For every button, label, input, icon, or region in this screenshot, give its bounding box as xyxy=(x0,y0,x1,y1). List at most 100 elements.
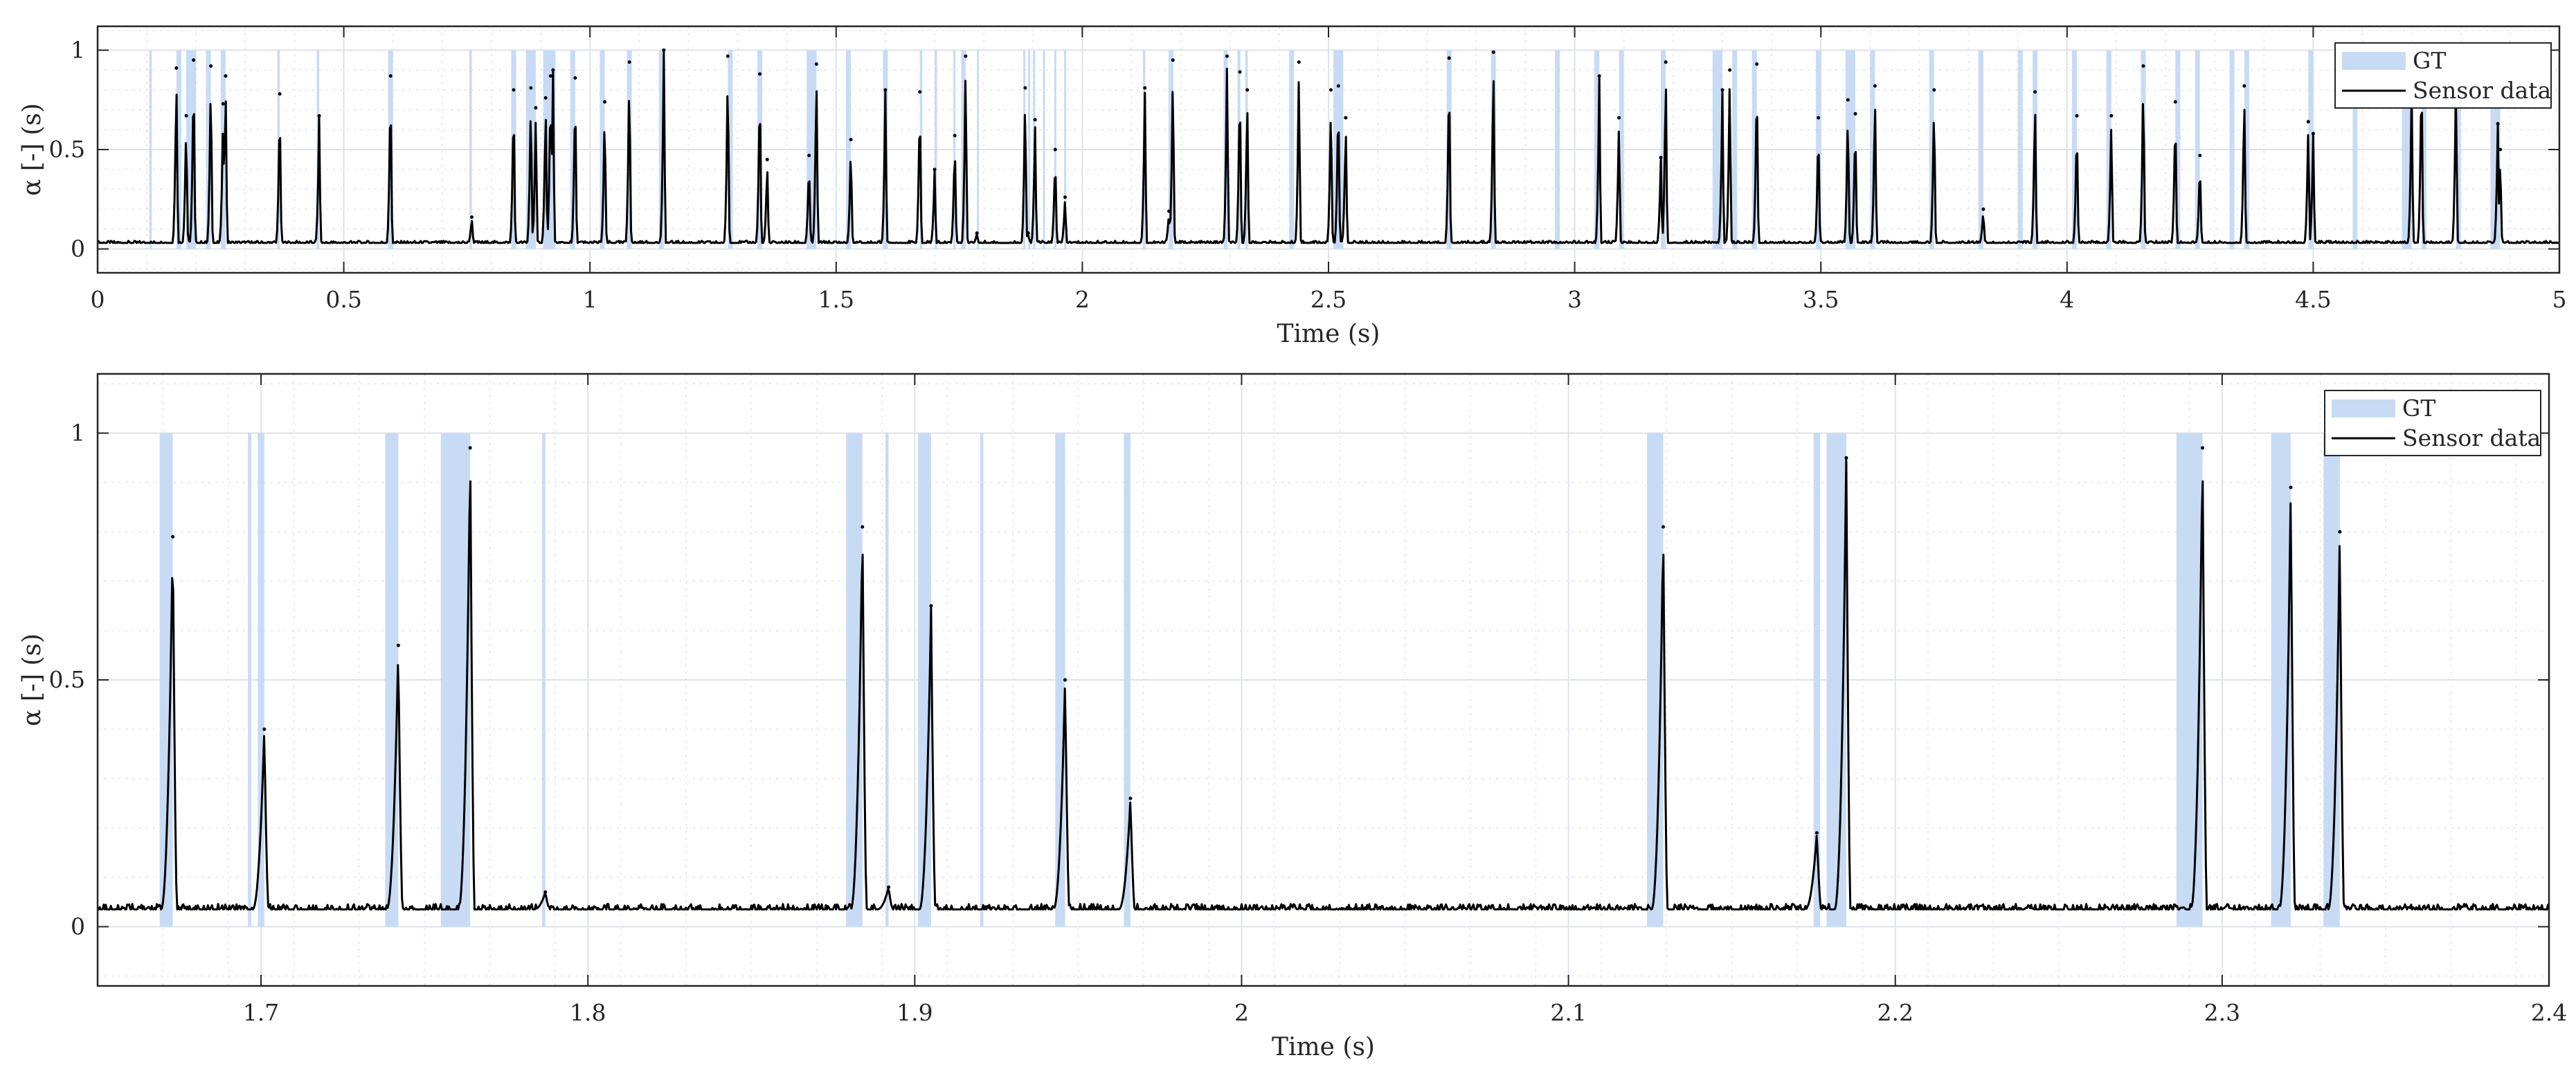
x-ticks: 1.7 1.8 1.9 2 2.1 2.2 2.3 2.4 xyxy=(243,374,2567,1026)
x-tick-label: 1.7 xyxy=(243,999,279,1026)
x-tick-label: 3 xyxy=(1567,286,1582,313)
sensor-data-peak xyxy=(470,215,474,219)
gt-interval-bar xyxy=(1028,50,1031,249)
sensor-data-peak xyxy=(2033,90,2037,94)
sensor-data-peak xyxy=(573,76,577,80)
x-axis-label: Time (s) xyxy=(1277,320,1380,348)
sensor-data-series xyxy=(98,48,2559,244)
sensor-data-peak xyxy=(512,88,516,92)
sensor-data-peak xyxy=(1659,155,1663,159)
gt-interval-bar xyxy=(1043,50,1045,249)
gt-interval-bar xyxy=(149,50,152,249)
sensor-data-line xyxy=(98,49,2559,244)
sensor-data-peak xyxy=(1720,88,1724,92)
gt-interval-bar xyxy=(2456,50,2461,249)
sensor-data-peak xyxy=(1238,70,1242,74)
sensor-data-peak xyxy=(529,86,533,90)
y-tick-label: 0.5 xyxy=(49,666,85,693)
gt-interval-bar xyxy=(469,50,472,249)
sensor-data-peak xyxy=(2311,132,2315,136)
gt-interval-bar xyxy=(1289,50,1295,249)
sensor-data-peak xyxy=(2496,122,2500,126)
sensor-data-peak xyxy=(1617,116,1621,120)
gt-interval-bar xyxy=(1619,50,1624,249)
y-axis-label: α [-] (s) xyxy=(18,103,46,196)
x-tick-label: 4 xyxy=(2060,286,2074,313)
x-tick-label: 1.5 xyxy=(818,286,854,313)
gt-interval-bar xyxy=(885,433,889,927)
x-tick-label: 1 xyxy=(583,286,597,313)
gt-interval-bar xyxy=(2229,50,2235,249)
y-ticks: 00.51 xyxy=(49,36,2559,262)
sensor-data-peak xyxy=(1336,84,1340,88)
sensor-data-peak xyxy=(627,60,631,64)
gt-interval-bar xyxy=(176,50,181,249)
sensor-data-peak xyxy=(543,96,548,100)
sensor-data-peak xyxy=(1128,796,1133,800)
sensor-data-peak xyxy=(468,446,472,450)
sensor-data-peak xyxy=(1932,88,1936,92)
gt-interval-bar xyxy=(1929,50,1934,249)
x-axis-label: Time (s) xyxy=(1272,1033,1375,1061)
gt-interval-bar xyxy=(935,50,937,249)
gt-interval-bar xyxy=(248,433,251,927)
y-tick-label: 1 xyxy=(71,36,85,63)
sensor-data-peak xyxy=(224,74,228,78)
x-tick-label: 2.3 xyxy=(2204,999,2240,1026)
sensor-data-peak xyxy=(174,66,179,70)
gt-interval-bar xyxy=(846,50,852,249)
sensor-data-peak xyxy=(1981,207,1985,211)
gt-interval-bar xyxy=(1813,433,1821,927)
gt-interval-bar xyxy=(2352,50,2358,249)
x-tick-label: 0.5 xyxy=(325,286,361,313)
sensor-data-peak xyxy=(662,48,666,52)
x-tick-label: 2.1 xyxy=(1550,999,1586,1026)
legend-label-gt: GT xyxy=(2402,395,2435,422)
gt-interval-bar xyxy=(1816,50,1821,249)
y-ticks: 00.51 xyxy=(49,420,2549,940)
gt-interval-bar xyxy=(953,50,956,249)
sensor-data-peak xyxy=(726,54,730,58)
sensor-data-peak xyxy=(2338,530,2342,534)
sensor-data-peak xyxy=(1023,86,1027,90)
sensor-data-line xyxy=(98,456,2549,910)
y-axis-label: α [-] (s) xyxy=(18,634,46,726)
sensor-data-peak xyxy=(2173,100,2177,104)
sensor-data-series xyxy=(98,446,2549,910)
sensor-data-peak xyxy=(1344,116,1348,120)
sensor-data-peak xyxy=(2242,84,2246,88)
sensor-data-peak xyxy=(543,890,548,895)
gt-interval-bar xyxy=(2106,50,2111,249)
gt-interval-bar xyxy=(1055,433,1065,927)
sensor-data-peak xyxy=(184,114,188,118)
sensor-data-peak xyxy=(1171,58,1175,62)
sensor-data-peak xyxy=(2075,114,2079,118)
sensor-data-peak xyxy=(1297,60,1301,64)
sensor-data-peak xyxy=(883,88,888,92)
sensor-data-peak xyxy=(548,74,552,78)
gt-interval-bar xyxy=(1646,433,1664,927)
sensor-data-peak xyxy=(1728,68,1732,72)
gt-interval-bar xyxy=(2195,50,2200,249)
gt-interval-bar xyxy=(728,50,733,249)
sensor-data-peak xyxy=(887,885,891,889)
sensor-data-peak xyxy=(964,54,968,58)
x-tick-label: 2.5 xyxy=(1310,286,1346,313)
sensor-data-peak xyxy=(758,72,762,76)
gt-interval-bar xyxy=(1751,50,1757,249)
gt-interval-bar xyxy=(1124,433,1131,927)
sensor-data-peak xyxy=(2201,446,2205,450)
sensor-data-peak xyxy=(2198,154,2202,158)
sensor-data-peak xyxy=(192,58,196,62)
sensor-data-peak xyxy=(1167,209,1171,213)
y-tick-label: 1 xyxy=(71,420,85,447)
gt-interval-bar xyxy=(186,50,197,249)
gt-interval-bar xyxy=(542,433,546,927)
x-tick-label: 1.8 xyxy=(570,999,606,1026)
sensor-data-peak xyxy=(278,92,282,96)
x-tick-label: 2 xyxy=(1075,286,1090,313)
sensor-data-peak xyxy=(765,157,769,161)
